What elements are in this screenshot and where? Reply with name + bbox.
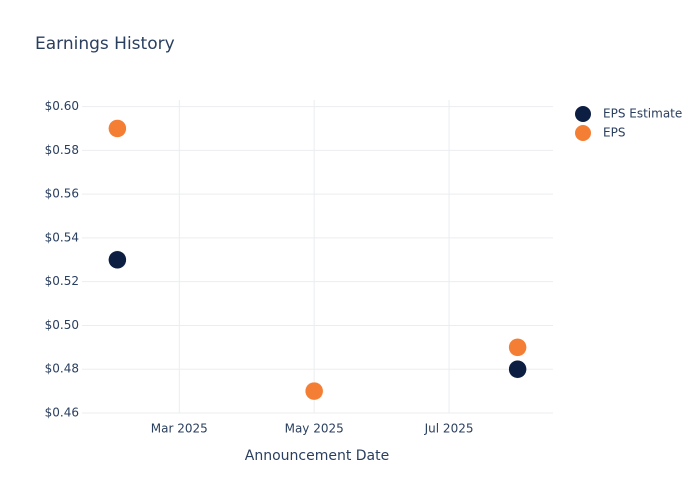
data-point (108, 250, 127, 270)
x-tick-label: Mar 2025 (151, 422, 208, 436)
y-tick-label: $0.56 (45, 187, 79, 201)
data-point (304, 381, 324, 401)
x-tick-label: Jul 2025 (424, 422, 474, 436)
y-tick-label: $0.48 (45, 362, 79, 376)
y-tick-label: $0.60 (45, 99, 79, 113)
x-axis-title: Announcement Date (245, 448, 389, 464)
data-point (108, 119, 127, 138)
legend-label: EPS Estimate (603, 107, 682, 121)
x-tick-label: May 2025 (285, 422, 344, 436)
legend-label: EPS (603, 126, 625, 140)
y-tick-label: $0.52 (45, 274, 79, 288)
legend-marker (575, 106, 591, 122)
data-point (508, 359, 527, 379)
chart-title: Earnings History (35, 34, 175, 54)
legend-marker (575, 125, 591, 141)
y-tick-label: $0.46 (45, 406, 79, 420)
y-tick-label: $0.50 (45, 318, 79, 332)
data-point (508, 338, 527, 357)
y-tick-label: $0.58 (45, 143, 79, 157)
y-tick-label: $0.54 (45, 230, 79, 244)
